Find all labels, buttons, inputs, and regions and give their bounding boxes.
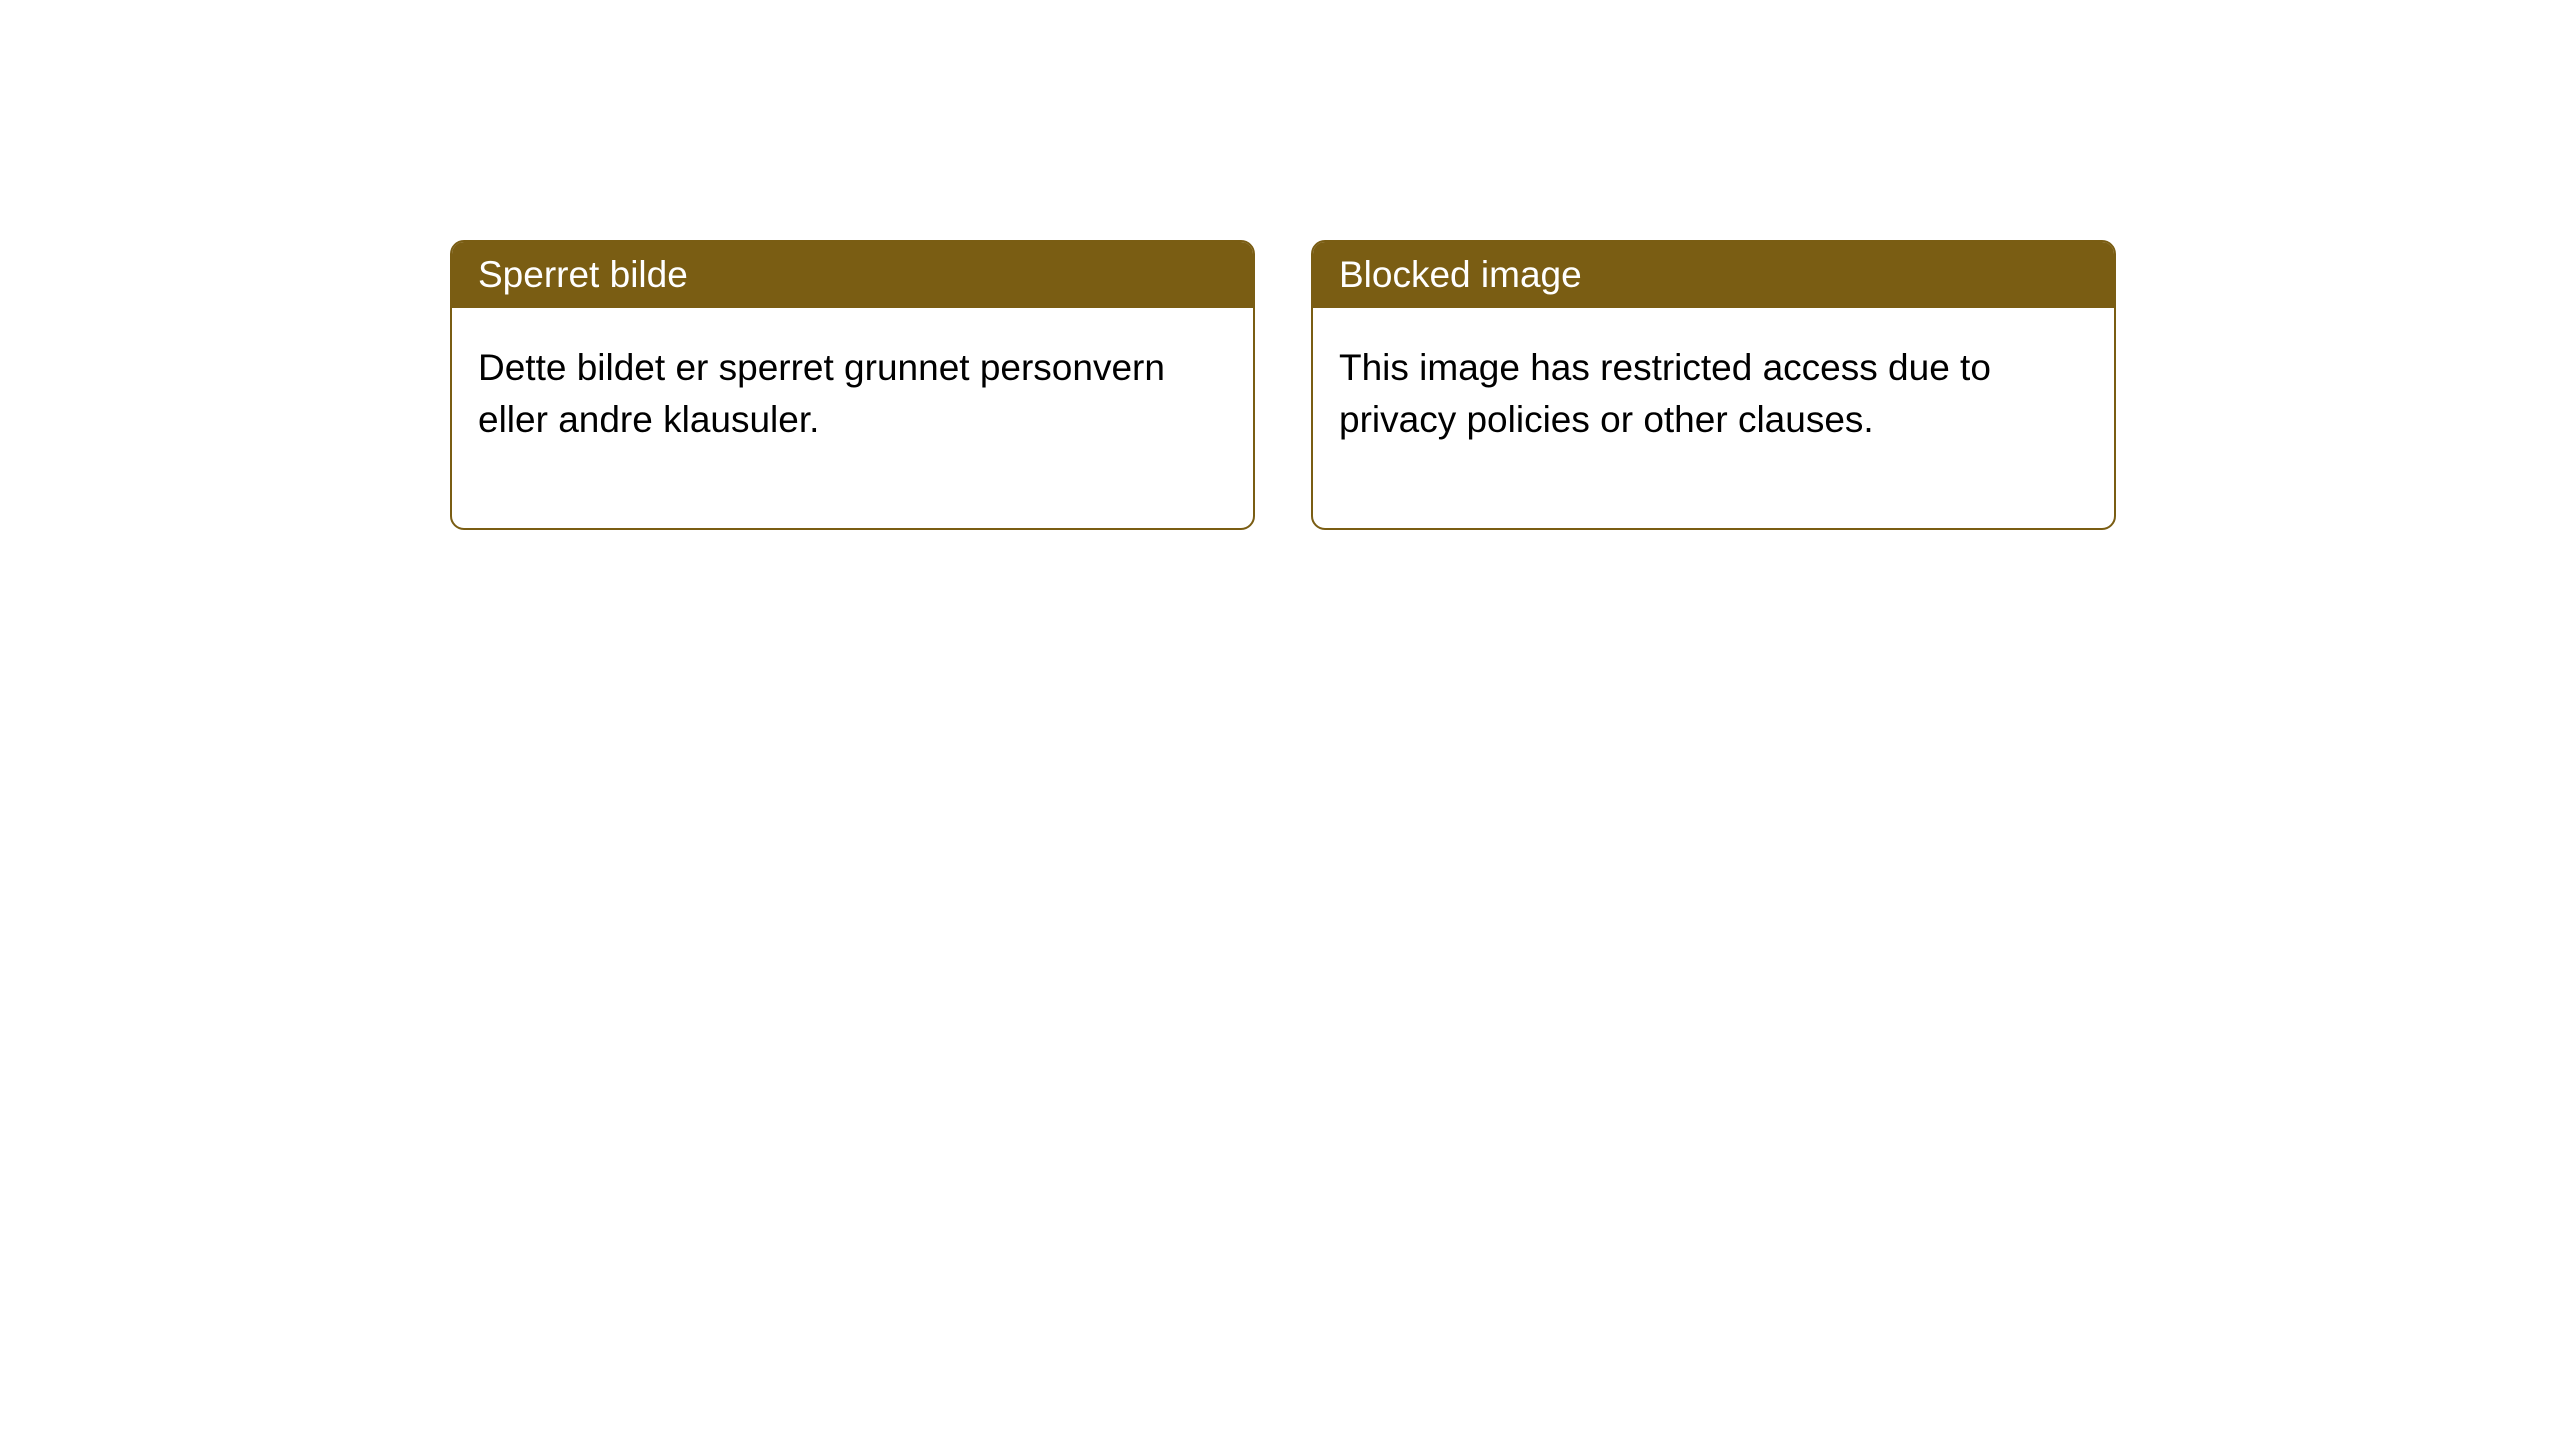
notice-header-norwegian: Sperret bilde (452, 242, 1253, 308)
notice-body-english: This image has restricted access due to … (1313, 308, 2114, 528)
notice-header-english: Blocked image (1313, 242, 2114, 308)
notice-title-english: Blocked image (1339, 254, 1582, 295)
notice-box-norwegian: Sperret bilde Dette bildet er sperret gr… (450, 240, 1255, 530)
notice-text-norwegian: Dette bildet er sperret grunnet personve… (478, 347, 1165, 440)
notice-body-norwegian: Dette bildet er sperret grunnet personve… (452, 308, 1253, 528)
notice-text-english: This image has restricted access due to … (1339, 347, 1991, 440)
notice-title-norwegian: Sperret bilde (478, 254, 688, 295)
notice-container: Sperret bilde Dette bildet er sperret gr… (0, 0, 2560, 530)
notice-box-english: Blocked image This image has restricted … (1311, 240, 2116, 530)
